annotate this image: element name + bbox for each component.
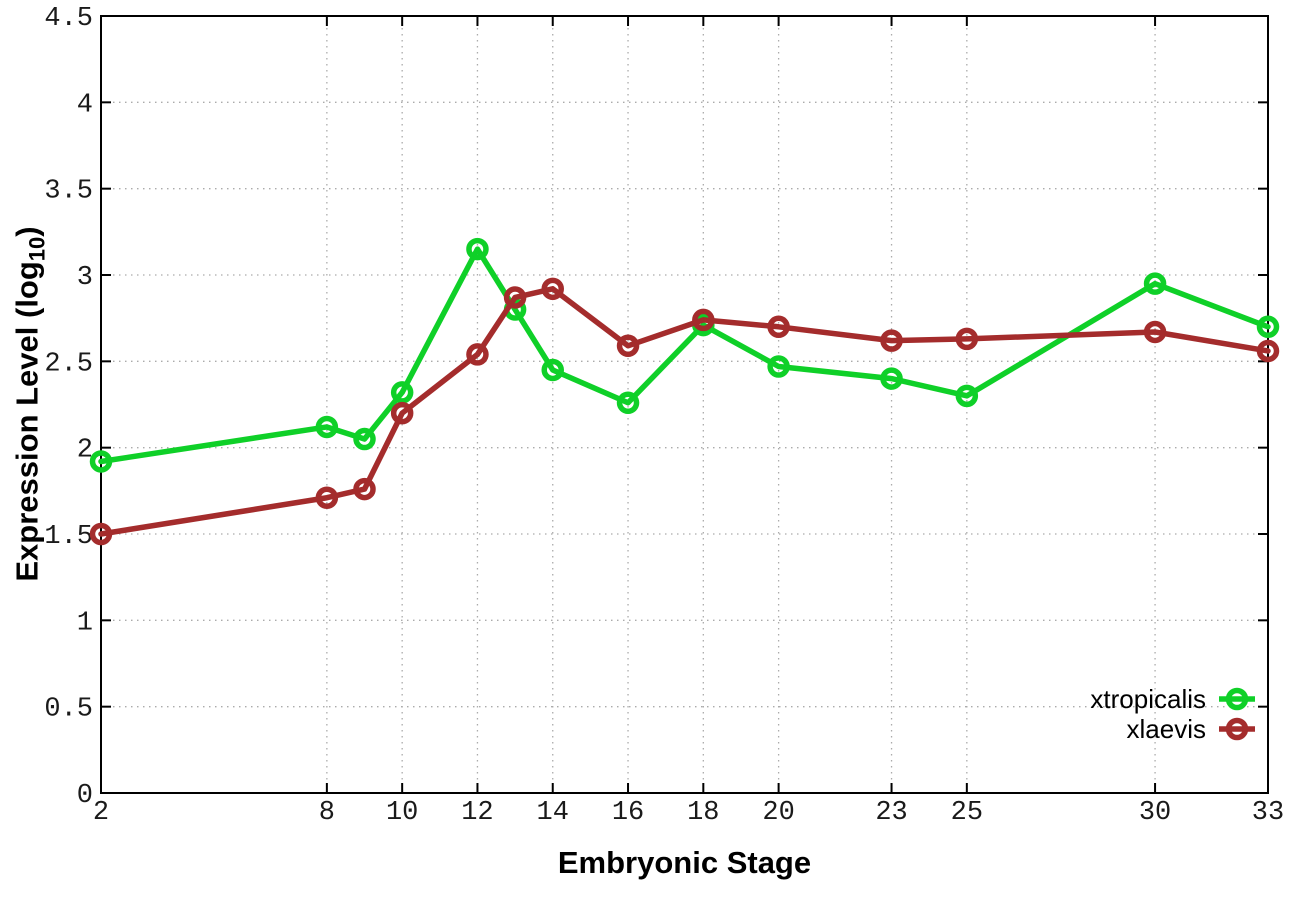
data-point-marker	[89, 450, 113, 473]
y-axis-title: Expression Level (log10)	[7, 16, 50, 793]
x-tick-label: 12	[461, 798, 493, 828]
x-tick-label: 33	[1252, 798, 1284, 828]
data-point-marker	[390, 401, 414, 425]
data-point-marker	[692, 308, 715, 332]
y-tick-label: 2.5	[44, 349, 93, 379]
data-point-marker	[541, 277, 564, 301]
data-point-marker	[767, 315, 790, 339]
data-point-marker	[1256, 339, 1280, 363]
y-tick-label: 0	[77, 781, 93, 811]
x-tick-label: 18	[687, 798, 719, 828]
y-tick-label: 3	[77, 263, 93, 293]
data-point-marker	[955, 327, 979, 351]
data-point-marker	[466, 237, 489, 261]
tick-marks	[100, 15, 1269, 794]
y-axis-title-close: )	[9, 226, 45, 237]
legend-label: xlaevis	[1127, 714, 1206, 744]
x-tick-label: 14	[537, 798, 569, 828]
gridlines	[101, 16, 1268, 793]
x-tick-label: 30	[1139, 798, 1171, 828]
x-tick-label: 20	[762, 798, 794, 828]
data-point-marker	[616, 391, 640, 415]
y-tick-label: 0.5	[44, 695, 93, 725]
y-tick-label: 3.5	[44, 177, 93, 207]
y-tick-label: 4.5	[44, 4, 93, 34]
series-line	[98, 286, 1271, 537]
data-point-marker	[315, 415, 339, 439]
y-tick-label: 1	[77, 608, 93, 638]
data-point-marker	[390, 381, 414, 404]
data-point-marker	[89, 522, 113, 546]
x-tick-label: 10	[386, 798, 418, 828]
data-point-marker	[955, 384, 979, 408]
data-point-marker	[1143, 272, 1167, 295]
x-tick-label: 2	[93, 798, 109, 828]
data-point-marker	[880, 367, 903, 390]
legend-marker	[1225, 687, 1249, 711]
y-tick-label: 1.5	[44, 522, 93, 552]
series-xlaevis	[89, 277, 1280, 546]
x-tick-label: 23	[875, 798, 907, 828]
y-axis-title-subscript: 10	[24, 236, 50, 262]
legend-label: xtropicalis	[1090, 684, 1206, 714]
series-xtropicalis	[89, 237, 1280, 473]
data-point-marker	[616, 334, 640, 358]
data-point-marker	[466, 343, 489, 366]
data-point-marker	[880, 329, 903, 352]
y-tick-label: 2	[77, 436, 93, 466]
data-point-marker	[1256, 315, 1280, 339]
y-tick-label: 4	[77, 90, 93, 120]
data-point-marker	[353, 477, 376, 501]
plot-border	[100, 15, 1269, 794]
x-tick-label: 8	[319, 798, 335, 828]
data-point-marker	[767, 355, 790, 378]
x-axis-title: Embryonic Stage	[557, 845, 812, 880]
legend-entry-xtropicalis: xtropicalis	[1090, 684, 1255, 714]
legend-marker	[1225, 717, 1249, 741]
tick-labels: 2 8 10 12 14 16 18 20 23 25 30 33 0 0.5 1 1.5 2 2.5 3 3.5 4 4…	[44, 4, 1284, 828]
data-point-marker	[315, 486, 339, 509]
x-tick-label: 16	[612, 798, 644, 828]
legend-entry-xlaevis: xlaevis	[1127, 714, 1255, 744]
y-axis-title-text: Expression Level (log	[9, 261, 45, 582]
x-tick-label: 25	[951, 798, 983, 828]
series-line	[98, 246, 1271, 465]
data-point-marker	[503, 286, 527, 309]
data-point-marker	[541, 358, 564, 382]
data-point-marker	[353, 427, 376, 451]
data-point-marker	[1143, 320, 1167, 344]
